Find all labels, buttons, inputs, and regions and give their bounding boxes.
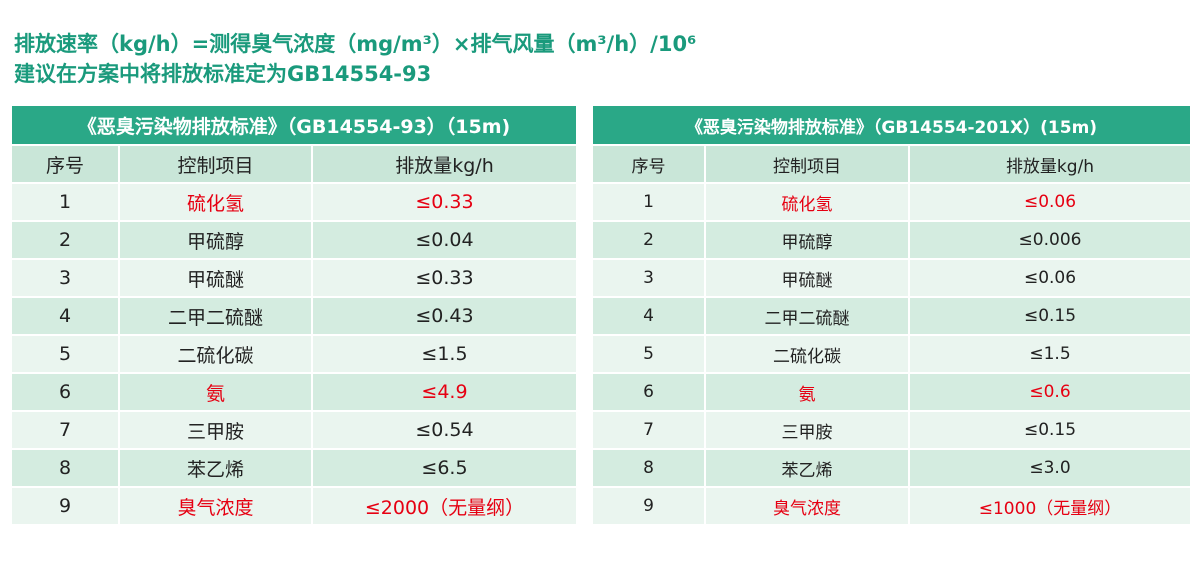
table-cell: 硫化氢 xyxy=(118,182,313,222)
table-cell: 苯乙烯 xyxy=(118,448,313,488)
table-row: 6 氨 ≤0.6 xyxy=(591,372,1193,412)
table-cell: 二甲二硫醚 xyxy=(118,296,313,336)
table-cell: ≤0.43 xyxy=(311,296,578,336)
table-row: 4 二甲二硫醚 ≤0.43 xyxy=(10,296,578,336)
table-cell: 三甲胺 xyxy=(118,410,313,450)
table-cell: 甲硫醇 xyxy=(118,220,313,260)
table-cell: ≤1.5 xyxy=(311,334,578,374)
table-cell: 5 xyxy=(591,334,706,374)
table-row: 5 二硫化碳 ≤1.5 xyxy=(10,334,578,374)
table-cell: 甲硫醚 xyxy=(118,258,313,298)
table-cell: 氨 xyxy=(118,372,313,412)
table-cell: 4 xyxy=(10,296,120,336)
table-cell: ≤0.6 xyxy=(907,372,1193,412)
table-cell: 8 xyxy=(591,448,706,488)
table-cell: 2 xyxy=(591,220,706,260)
table-row: 7 三甲胺 ≤0.15 xyxy=(591,410,1193,450)
table-cell: 臭气浓度 xyxy=(118,486,313,526)
suggestion: 建议在方案中将排放标准定为GB14554-93 xyxy=(14,62,432,86)
table-cell: ≤0.15 xyxy=(907,410,1193,450)
table-cell: ≤0.006 xyxy=(907,220,1193,260)
table-cell: 6 xyxy=(10,372,120,412)
table-cell: 9 xyxy=(10,486,120,526)
table-cell: ≤0.54 xyxy=(311,410,578,450)
standard-table: 《恶臭污染物排放标准》（GB14554-201X）(15m) 序号 控制项目 排放量k… xyxy=(590,104,1193,526)
title-row: 《恶臭污染物排放标准》（GB14554-93）（15m) xyxy=(10,104,578,146)
table-row: 8 苯乙烯 ≤6.5 xyxy=(10,448,578,488)
table-cell: 甲硫醚 xyxy=(704,258,910,298)
header-cell: 序号 xyxy=(10,144,120,184)
header-cell: 控制项目 xyxy=(118,144,313,184)
table-row: 6 氨 ≤4.9 xyxy=(10,372,578,412)
table-cell: 二甲二硫醚 xyxy=(704,296,910,336)
table-cell: 7 xyxy=(10,410,120,450)
standard-table: 《恶臭污染物排放标准》（GB14554-93）（15m) 序号 控制项目 排放量kg/… xyxy=(10,104,578,526)
table-row: 2 甲硫醇 ≤0.006 xyxy=(591,220,1193,260)
table-cell: ≤0.06 xyxy=(907,258,1193,298)
table-cell: ≤0.04 xyxy=(311,220,578,260)
table-cell: ≤1000（无量纲） xyxy=(907,486,1193,526)
table-cell: 二硫化碳 xyxy=(704,334,910,374)
table-cell: 6 xyxy=(591,372,706,412)
table-cell: 三甲胺 xyxy=(704,410,910,450)
header-row: 序号 控制项目 排放量kg/h xyxy=(10,144,578,184)
table-row: 1 硫化氢 ≤0.33 xyxy=(10,182,578,222)
table-cell: ≤0.33 xyxy=(311,182,578,222)
table-cell: 3 xyxy=(10,258,120,298)
table-cell: ≤2000（无量纲） xyxy=(311,486,578,526)
table-cell: ≤3.0 xyxy=(907,448,1193,488)
table-cell: 甲硫醇 xyxy=(704,220,910,260)
table-row: 9 臭气浓度 ≤2000（无量纲） xyxy=(10,486,578,526)
table-row: 2 甲硫醇 ≤0.04 xyxy=(10,220,578,260)
table-cell: 2 xyxy=(10,220,120,260)
table-row: 8 苯乙烯 ≤3.0 xyxy=(591,448,1193,488)
table-cell: 3 xyxy=(591,258,706,298)
table-cell: ≤0.15 xyxy=(907,296,1193,336)
header-cell: 序号 xyxy=(591,144,706,184)
table-row: 5 二硫化碳 ≤1.5 xyxy=(591,334,1193,374)
table-cell: 1 xyxy=(10,182,120,222)
table-cell: 苯乙烯 xyxy=(704,448,910,488)
table-title: 《恶臭污染物排放标准》（GB14554-201X）(15m) xyxy=(590,104,1193,146)
table-cell: 4 xyxy=(591,296,706,336)
title-row: 《恶臭污染物排放标准》（GB14554-201X）(15m) xyxy=(590,104,1193,146)
table-cell: 1 xyxy=(591,182,706,222)
header-cell: 控制项目 xyxy=(704,144,910,184)
header-row: 序号 控制项目 排放量kg/h xyxy=(591,144,1193,184)
table-cell: 硫化氢 xyxy=(704,182,910,222)
table-cell: 氨 xyxy=(704,372,910,412)
table-row: 1 硫化氢 ≤0.06 xyxy=(591,182,1193,222)
table-cell: 8 xyxy=(10,448,120,488)
table-cell: ≤0.33 xyxy=(311,258,578,298)
table-cell: ≤6.5 xyxy=(311,448,578,488)
table-cell: ≤0.06 xyxy=(907,182,1193,222)
table-cell: 臭气浓度 xyxy=(704,486,910,526)
table-cell: ≤1.5 xyxy=(907,334,1193,374)
formula: 排放速率（kg/h）=测得臭气浓度（mg/m³）×排气风量（m³/h）/10⁶ xyxy=(14,32,697,56)
table-row: 3 甲硫醚 ≤0.06 xyxy=(591,258,1193,298)
table-row: 4 二甲二硫醚 ≤0.15 xyxy=(591,296,1193,336)
table-cell: ≤4.9 xyxy=(311,372,578,412)
table-cell: 7 xyxy=(591,410,706,450)
table-cell: 二硫化碳 xyxy=(118,334,313,374)
header-cell: 排放量kg/h xyxy=(311,144,578,184)
table-title: 《恶臭污染物排放标准》（GB14554-93）（15m) xyxy=(10,104,578,146)
table-cell: 5 xyxy=(10,334,120,374)
table-row: 3 甲硫醚 ≤0.33 xyxy=(10,258,578,298)
table-cell: 9 xyxy=(591,486,706,526)
table-row: 7 三甲胺 ≤0.54 xyxy=(10,410,578,450)
header-cell: 排放量kg/h xyxy=(907,144,1193,184)
table-row: 9 臭气浓度 ≤1000（无量纲） xyxy=(591,486,1193,526)
